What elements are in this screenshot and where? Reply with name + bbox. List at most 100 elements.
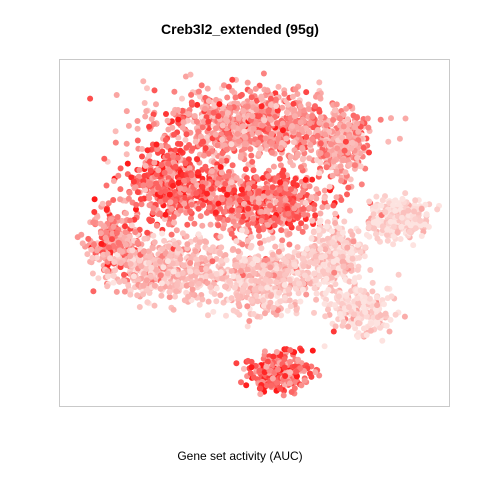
scatter-point — [275, 366, 281, 373]
scatter-point — [261, 117, 268, 124]
scatter-point — [225, 172, 232, 179]
scatter-point — [182, 136, 189, 143]
scatter-point — [261, 302, 267, 309]
scatter-point — [170, 306, 177, 313]
scatter-point — [241, 141, 248, 147]
scatter-point — [258, 285, 265, 292]
scatter-point — [250, 215, 257, 222]
scatter-point — [218, 158, 225, 164]
scatter-point — [384, 285, 391, 292]
scatter-point — [151, 282, 158, 289]
scatter-point — [248, 94, 255, 101]
scatter-point — [357, 248, 364, 255]
scatter-point — [317, 159, 324, 166]
scatter-point — [193, 268, 200, 275]
scatter-point — [276, 206, 283, 213]
scatter-point — [140, 282, 147, 289]
scatter-point — [124, 160, 131, 167]
scatter-point — [405, 207, 412, 214]
scatter-point — [367, 267, 374, 273]
scatter-point — [354, 334, 361, 340]
scatter-point — [286, 297, 293, 304]
scatter-point — [282, 294, 288, 301]
scatter-point — [295, 131, 302, 138]
scatter-point — [240, 123, 247, 130]
scatter-point — [151, 87, 158, 94]
scatter-point — [299, 146, 306, 153]
scatter-point — [285, 286, 292, 293]
scatter-point — [172, 147, 179, 154]
scatter-point — [144, 299, 151, 306]
scatter-point — [287, 347, 294, 354]
scatter-point — [189, 286, 196, 293]
scatter-point — [238, 186, 245, 193]
scatter-point — [355, 137, 362, 144]
scatter-point — [229, 76, 236, 83]
scatter-point — [333, 101, 340, 108]
scatter-point — [365, 224, 372, 231]
scatter-point — [172, 293, 178, 300]
scatter-point — [167, 252, 173, 259]
scatter-point — [209, 258, 216, 265]
scatter-point — [244, 103, 251, 110]
scatter-point — [316, 119, 323, 126]
scatter-point — [205, 150, 212, 157]
scatter-point — [388, 115, 394, 122]
scatter-point — [228, 295, 235, 302]
scatter-point — [253, 292, 260, 299]
scatter-point — [392, 311, 399, 318]
scatter-point — [370, 219, 377, 226]
scatter-point — [150, 121, 157, 127]
scatter-point — [282, 373, 289, 379]
scatter-point — [309, 176, 316, 183]
scatter-point — [271, 215, 278, 222]
scatter-point — [345, 323, 352, 330]
scatter-point — [228, 230, 235, 237]
scatter-point — [371, 225, 377, 232]
scatter-point — [193, 118, 200, 125]
scatter-point — [240, 262, 247, 269]
scatter-point — [141, 100, 148, 106]
scatter-point — [299, 156, 306, 163]
scatter-point — [182, 73, 189, 80]
scatter-point — [127, 253, 134, 260]
scatter-point — [218, 244, 225, 251]
scatter-point — [287, 159, 294, 165]
scatter-point — [110, 279, 117, 286]
scatter-point — [344, 254, 351, 261]
scatter-point — [277, 144, 284, 151]
scatter-point — [142, 113, 149, 120]
scatter-point — [140, 178, 147, 184]
scatter-point — [279, 140, 286, 146]
scatter-point — [117, 260, 124, 266]
scatter-point — [195, 231, 202, 238]
scatter-point — [337, 115, 343, 122]
scatter-point — [242, 134, 249, 141]
scatter-point — [150, 111, 157, 118]
scatter-point — [250, 374, 257, 381]
scatter-point — [169, 260, 176, 267]
scatter-point — [104, 250, 111, 257]
scatter-point — [286, 241, 293, 248]
scatter-point — [238, 268, 244, 274]
scatter-point — [188, 99, 195, 106]
scatter-point — [316, 372, 323, 379]
scatter-point — [194, 156, 201, 163]
scatter-point — [235, 115, 242, 121]
scatter-point — [345, 184, 352, 191]
scatter-point — [203, 266, 209, 272]
scatter-point — [316, 273, 323, 279]
scatter-point — [323, 164, 330, 171]
scatter-point — [207, 284, 214, 291]
scatter-point — [140, 182, 147, 189]
scatter-point — [284, 307, 291, 314]
scatter-point — [136, 304, 143, 310]
scatter-point — [291, 107, 298, 113]
scatter-point — [274, 107, 281, 114]
scatter-point — [183, 282, 190, 289]
scatter-point — [351, 311, 357, 318]
scatter-point — [281, 364, 288, 371]
scatter-point — [134, 137, 141, 144]
scatter-point — [249, 260, 256, 267]
scatter-point — [198, 82, 205, 89]
